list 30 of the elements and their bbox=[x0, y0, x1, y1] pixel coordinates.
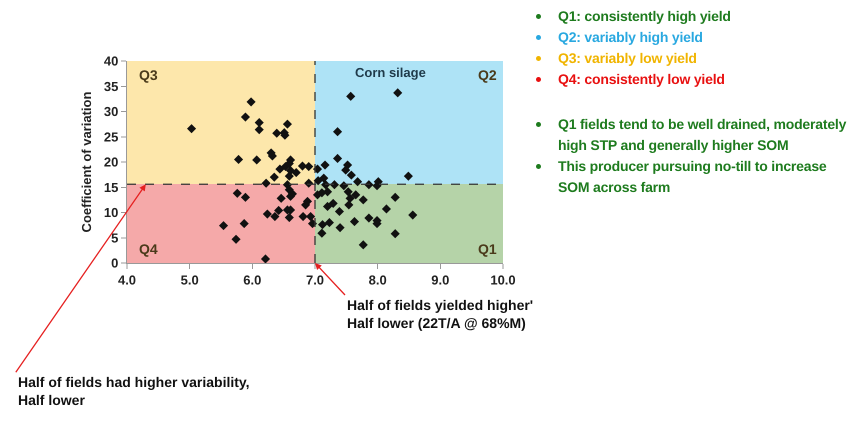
x-tick-label: 10.0 bbox=[490, 272, 516, 288]
annotation: Q3 bbox=[139, 67, 158, 83]
x-tick-label: 4.0 bbox=[118, 272, 136, 288]
text: Q1 fields tend to be well drained, moderately high STP and generally higher SOM bbox=[557, 115, 848, 155]
annotation: Q1 bbox=[478, 241, 497, 257]
y-tick-label: 10 bbox=[104, 205, 118, 220]
x-tick-label: 8.0 bbox=[368, 272, 387, 288]
y-tick-label: 40 bbox=[104, 54, 118, 69]
text: This producer pursuing no-till to increase SOM across farm bbox=[557, 157, 828, 197]
y-tick-label: 15 bbox=[104, 180, 118, 195]
x-tick-label: 7.0 bbox=[306, 272, 324, 288]
text: Q2: variably high yield bbox=[557, 28, 704, 47]
text: Q1: consistently high yield bbox=[557, 7, 732, 26]
annotation: Half of fields yielded higher' Half lower (22T/A @ 68%M) bbox=[347, 297, 534, 332]
x-tick-label: 5.0 bbox=[180, 272, 199, 288]
annotation: Q2 bbox=[478, 67, 497, 83]
x-tick-label: 6.0 bbox=[243, 272, 262, 288]
text: Q4: consistently low yield bbox=[557, 70, 726, 89]
annotation: Corn silage bbox=[355, 65, 426, 80]
y-tick-label: 0 bbox=[111, 256, 118, 271]
y-axis-title: Coefficient of variation bbox=[79, 92, 94, 232]
annotation: Q4 bbox=[139, 241, 158, 257]
annotation: Half of fields had higher variability, Half lower bbox=[18, 374, 250, 408]
x-tick-label: 9.0 bbox=[431, 272, 450, 288]
y-tick-label: 20 bbox=[104, 154, 118, 170]
y-tick-label: 30 bbox=[104, 104, 118, 120]
y-tick-label: 5 bbox=[111, 230, 118, 246]
y-tick-label: 25 bbox=[104, 129, 118, 144]
text: Q3: variably low yield bbox=[557, 49, 698, 68]
y-tick-label: 35 bbox=[104, 78, 118, 94]
